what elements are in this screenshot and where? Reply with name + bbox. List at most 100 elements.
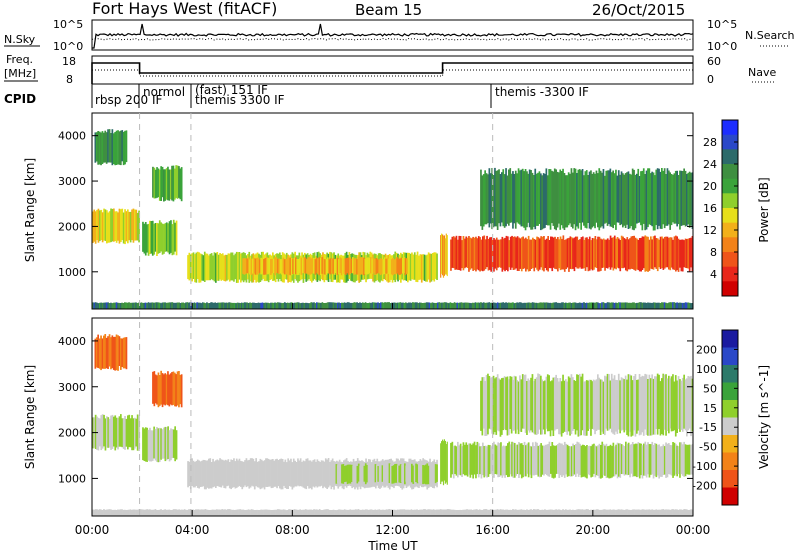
vel-data-cell-4-93 (316, 459, 319, 488)
power-data-cell-9-269 (466, 302, 468, 309)
vel-data-cell-9-284 (487, 509, 489, 516)
power-data-cell-9-356 (587, 302, 589, 309)
vel-data-cell-9-79 (201, 509, 204, 516)
vel-data-cell-9-405 (655, 509, 658, 516)
power-data-cell-5-39 (296, 259, 299, 276)
vel-data-cell-8-102 (622, 378, 624, 430)
vel-data-cell-9-182 (345, 509, 347, 516)
power-data-cell-7-85 (568, 237, 570, 272)
vel-data-cell-2-18 (167, 426, 169, 459)
vel-data-cell-9-137 (282, 509, 285, 516)
power-data-cell-9-54 (167, 302, 169, 309)
power-data-cell-8-49 (548, 169, 550, 226)
vel-data-cell-2-1 (143, 428, 146, 461)
vel-data-cell-4-99 (324, 458, 327, 488)
power-data-cell-9-222 (400, 302, 403, 309)
vel-data-cell-4-21 (216, 459, 219, 486)
power-data-cell-7-62 (536, 236, 538, 270)
power-data-cell-7-173 (690, 237, 692, 268)
vel-data-cell-4-87 (308, 460, 310, 489)
velocity-colorbar-label-3: 15 (703, 402, 717, 415)
power-data-cell-1-4 (100, 132, 102, 166)
power-data-cell-7-91 (576, 236, 579, 269)
power-data-cell-8-45 (542, 173, 545, 229)
power-data-cell-0-31 (135, 209, 138, 241)
vel-data-cell-8-79 (590, 379, 592, 436)
power-data-cell-9-353 (583, 302, 585, 309)
power-data-cell-7-22 (480, 239, 483, 271)
power-data-cell-9-359 (591, 302, 594, 309)
vel-data-cell-4-12 (203, 460, 206, 490)
power-data-cell-5-43 (302, 257, 304, 274)
power-data-cell-7-137 (640, 237, 642, 272)
vel-data-cell-4-25 (221, 459, 224, 486)
power-data-cell-7-10 (464, 238, 466, 269)
power-data-cell-7-40 (505, 235, 508, 270)
power-data-cell-9-157 (310, 302, 313, 309)
power-data-cell-9-102 (233, 302, 236, 309)
vel-data-cell-8-112 (636, 380, 638, 434)
power-data-cell-8-36 (530, 170, 532, 230)
vel-data-cell-9-197 (366, 509, 368, 516)
power-data-cell-5-80 (353, 258, 356, 275)
xtick-label-0: 00:00 (75, 523, 110, 537)
power-data-cell-5-77 (349, 257, 351, 274)
power-data-cell-7-134 (636, 238, 638, 270)
power-data-cell-9-213 (388, 302, 390, 309)
power-data-cell-0-20 (120, 209, 122, 242)
vel-data-cell-7-92 (577, 442, 580, 477)
power-data-cell-9-430 (690, 303, 692, 309)
power-data-cell-5-103 (385, 258, 387, 274)
vel-data-cell-8-80 (591, 381, 594, 429)
vel-data-cell-9-140 (286, 510, 289, 516)
vel-data-cell-9-292 (498, 509, 500, 516)
freq-left-tick-bottom: 8 (66, 73, 73, 86)
vel-data-cell-9-378 (617, 509, 620, 516)
vel-data-cell-1-3 (98, 338, 101, 369)
vel-data-cell-7-49 (518, 442, 520, 478)
power-colorbar-band-9 (722, 252, 738, 268)
power-data-cell-1-12 (111, 129, 114, 166)
power-data-cell-5-29 (282, 257, 285, 274)
vel-data-cell-5-16 (352, 465, 354, 483)
vel-data-cell-9-117 (254, 510, 257, 516)
vel-data-cell-5-64 (419, 464, 422, 482)
power-data-cell-8-3 (484, 170, 486, 225)
power-data-cell-9-225 (405, 302, 407, 309)
vel-data-cell-5-40 (385, 464, 388, 485)
power-data-cell-0-27 (129, 211, 132, 243)
power-data-cell-9-410 (662, 302, 665, 309)
vel-data-cell-6-0 (440, 443, 442, 485)
vel-data-cell-9-320 (537, 509, 539, 516)
vel-data-cell-9-11 (107, 509, 109, 516)
power-data-cell-1-6 (103, 132, 105, 163)
vel-data-cell-7-159 (670, 445, 673, 476)
power-data-cell-8-62 (566, 175, 569, 228)
vel-data-cell-7-27 (487, 444, 490, 477)
power-data-cell-9-380 (620, 302, 623, 309)
vel-data-cell-7-117 (612, 442, 615, 477)
power-data-cell-8-100 (619, 174, 621, 226)
power-data-cell-5-22 (272, 258, 275, 274)
vel-data-cell-4-30 (228, 462, 231, 489)
power-data-cell-7-20 (477, 236, 480, 271)
power-data-cell-7-13 (468, 236, 470, 272)
vel-data-cell-7-35 (498, 443, 501, 477)
vel-data-cell-9-60 (175, 509, 178, 516)
power-data-cell-9-160 (314, 303, 317, 309)
vel-data-cell-5-76 (436, 464, 438, 482)
vel-data-cell-9-418 (673, 509, 676, 516)
vel-data-cell-8-119 (645, 374, 648, 435)
power-data-cell-7-71 (548, 240, 551, 269)
power-data-cell-9-41 (149, 302, 151, 309)
vel-data-cell-6-7 (446, 441, 448, 485)
vel-data-cell-9-31 (135, 509, 137, 516)
power-data-cell-7-19 (476, 238, 479, 270)
vel-data-cell-9-50 (161, 510, 164, 516)
vel-data-cell-4-78 (295, 462, 298, 487)
vel-data-cell-9-0 (92, 509, 94, 516)
power-data-cell-7-18 (475, 236, 477, 272)
power-data-cell-9-76 (197, 302, 200, 309)
power-data-cell-0-11 (107, 212, 110, 243)
power-data-cell-4-177 (433, 252, 436, 282)
